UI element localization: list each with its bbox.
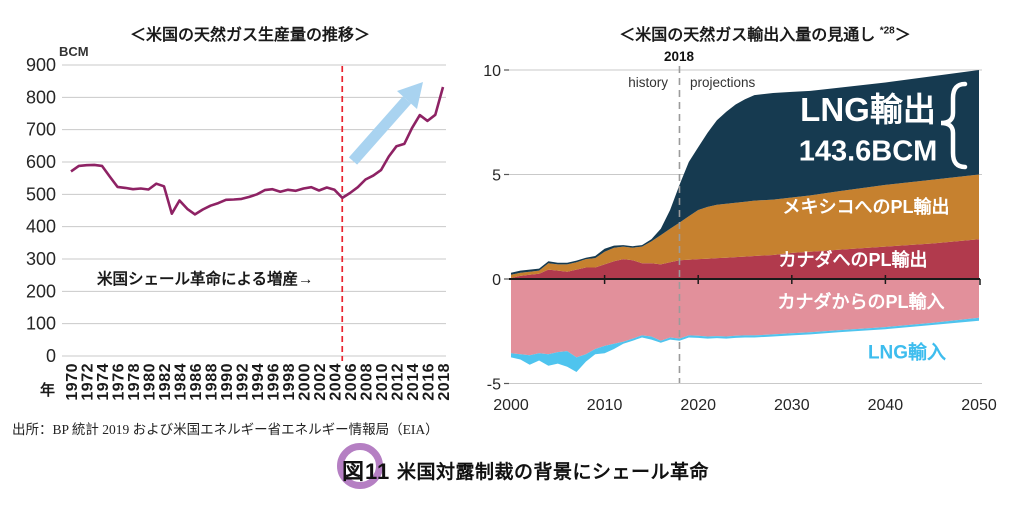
area-band [511, 239, 979, 279]
y-tick-label: 500 [26, 184, 56, 204]
shale-revolution-annotation: 米国シェール革命による増産→ [97, 271, 314, 288]
area-band [511, 70, 979, 275]
x-tick-label: 2010 [374, 363, 391, 401]
area-band [511, 174, 979, 278]
production-line [70, 86, 445, 216]
projections-label: projections [690, 75, 756, 90]
area-band [511, 279, 979, 358]
x-tick-label: 2006 [343, 363, 360, 401]
x-tick-label: 1996 [266, 363, 283, 401]
x-tick-label: 1984 [173, 363, 190, 401]
caption-text: 米国対露制裁の背景にシェール革命 [397, 462, 710, 483]
x-tick-label: 1982 [157, 363, 174, 401]
x-tick-label: 2008 [359, 363, 376, 401]
x-tick-label: 2016 [421, 363, 438, 401]
x-tick-label: 2014 [405, 363, 422, 401]
y-tick-label: 600 [26, 152, 56, 172]
y-tick-label: 200 [26, 281, 56, 301]
x-axis-year-label: 年 [40, 382, 56, 399]
canada-pipeline-import-label: カナダからのPL輸入 [777, 292, 945, 312]
left-chart-title: ＜米国の天然ガス生産量の推移＞ [129, 27, 370, 44]
x-tick-label: 2000 [493, 397, 529, 414]
y-tick-label: 700 [26, 120, 56, 140]
growth-arrow-head-icon [397, 82, 423, 109]
growth-arrow-icon [348, 96, 412, 165]
y-tick-label: 0 [492, 272, 501, 289]
x-tick-label: 2004 [328, 363, 345, 401]
history-label: history [628, 75, 668, 90]
y-tick-label: 0 [46, 346, 56, 366]
lng-import-label: LNG輸入 [867, 342, 947, 364]
x-tick-label: 2018 [436, 363, 453, 401]
right-chart-trade-outlook: 10 5 0 -5 2000 2010 2020 2030 2040 2050 [483, 63, 997, 414]
x-tick-label: 1990 [219, 363, 236, 401]
y-tick-label: 100 [26, 314, 56, 334]
right-chart-title-close: ＞ [894, 27, 911, 44]
x-tick-label: 1974 [95, 363, 112, 401]
x-tick-label: 1972 [80, 363, 97, 401]
mexico-pipeline-export-label: メキシコへのPL輸出 [782, 197, 950, 217]
y-tick-label: 10 [483, 63, 501, 80]
area-band [511, 317, 979, 372]
right-chart-title: ＜米国の天然ガス輸出入量の見通し *28＞ [545, 21, 985, 45]
x-tick-label: 1988 [204, 363, 221, 401]
source-note: 出所：BP 統計 2019 および米国エネルギー省エネルギー情報局（EIA） [12, 422, 439, 437]
x-tick-label: 2002 [312, 363, 329, 401]
footnote-marker: *28 [879, 25, 895, 37]
x-tick-label: 2040 [868, 397, 904, 414]
x-tick-label: 2000 [297, 363, 314, 401]
divider-year-label: 2018 [663, 49, 695, 64]
x-tick-label: 1992 [235, 363, 252, 401]
x-tick-label: 1976 [111, 363, 128, 401]
y-tick-label: 800 [26, 87, 56, 107]
x-tick-label: 1994 [250, 363, 267, 401]
figure-number-ring-icon [337, 443, 383, 489]
x-tick-label: 2010 [587, 397, 623, 414]
y-tick-label: -5 [487, 377, 501, 394]
x-tick-label: 1978 [126, 363, 143, 401]
canada-pipeline-export-label: カナダへのPL輸出 [778, 250, 928, 270]
lng-export-value-label: 143.6BCM [798, 135, 938, 168]
x-tick-label: 1980 [142, 363, 159, 401]
x-tick-label: 1986 [188, 363, 205, 401]
y-tick-label: 400 [26, 217, 56, 237]
right-chart-title-text: ＜米国の天然ガス輸出入量の見通し [619, 27, 876, 44]
y-tick-label: 5 [492, 168, 501, 185]
y-tick-label: 900 [26, 55, 56, 75]
x-tick-label: 2012 [390, 363, 407, 401]
y-axis-unit-label: BCM [59, 44, 89, 59]
x-tick-label: 1998 [281, 363, 298, 401]
lng-export-label: LNG輸出 [800, 91, 936, 128]
figure-number: 図11 [342, 459, 391, 484]
x-tick-label: 1970 [64, 363, 81, 401]
y-tick-label: 300 [26, 249, 56, 269]
x-tick-label: 2050 [961, 397, 997, 414]
lng-export-brace-icon [940, 81, 968, 170]
x-tick-label: 2020 [680, 397, 716, 414]
x-tick-label: 2030 [774, 397, 810, 414]
left-chart-production: 0 100 200 300 400 500 600 700 800 900 197019721974… [26, 55, 453, 401]
